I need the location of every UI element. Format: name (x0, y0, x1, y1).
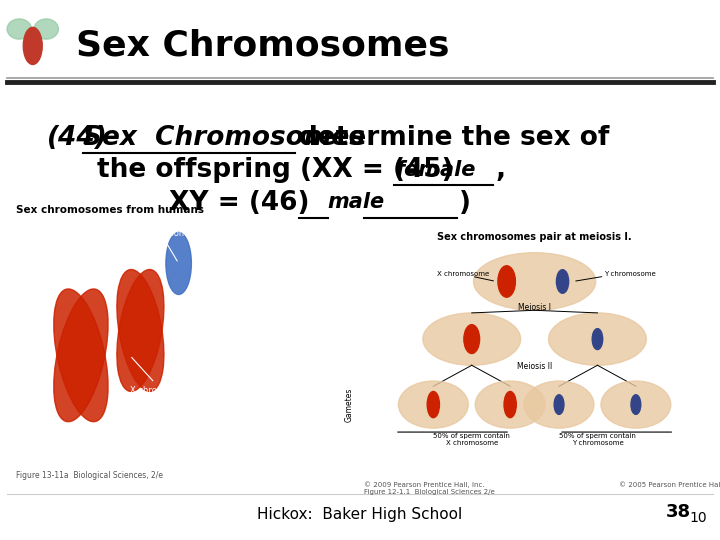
Ellipse shape (423, 313, 521, 365)
Ellipse shape (554, 395, 564, 414)
Text: Sex  Chromosomes: Sex Chromosomes (83, 125, 365, 151)
Text: Y chromosome: Y chromosome (130, 229, 192, 261)
Ellipse shape (427, 392, 439, 417)
Text: Figure 13-11a  Biological Sciences, 2/e: Figure 13-11a Biological Sciences, 2/e (16, 471, 163, 480)
Ellipse shape (475, 381, 545, 428)
Text: Sex chromosomes pair at meiosis I.: Sex chromosomes pair at meiosis I. (437, 232, 632, 242)
Text: Y chromosome: Y chromosome (605, 271, 656, 276)
Ellipse shape (54, 289, 108, 422)
Text: 50% of sperm contain
Y chromosome: 50% of sperm contain Y chromosome (559, 434, 636, 447)
Text: Hickox:  Baker High School: Hickox: Baker High School (257, 507, 463, 522)
Ellipse shape (23, 28, 42, 64)
Ellipse shape (549, 313, 647, 365)
Ellipse shape (7, 19, 32, 39)
Text: Meiosis II: Meiosis II (517, 362, 552, 371)
Ellipse shape (117, 269, 164, 392)
Ellipse shape (524, 381, 594, 428)
Text: determine the sex of: determine the sex of (299, 125, 609, 151)
Text: Meiosis I: Meiosis I (518, 303, 551, 312)
Ellipse shape (166, 232, 192, 294)
Ellipse shape (631, 395, 641, 414)
Text: the offspring (XX = (45): the offspring (XX = (45) (97, 157, 454, 183)
Text: 38: 38 (666, 503, 691, 521)
Text: 50% of sperm contain
X chromosome: 50% of sperm contain X chromosome (433, 434, 510, 447)
Text: Sex chromosomes from humans: Sex chromosomes from humans (16, 205, 204, 215)
Text: Sex Chromosomes: Sex Chromosomes (76, 29, 449, 63)
Ellipse shape (398, 381, 468, 428)
Text: © 2005 Pearson Prentice Hall, Inc.: © 2005 Pearson Prentice Hall, Inc. (619, 482, 720, 488)
Ellipse shape (464, 325, 480, 354)
Ellipse shape (498, 266, 516, 297)
Text: ,: , (495, 157, 505, 183)
Ellipse shape (557, 269, 569, 293)
Ellipse shape (34, 19, 58, 39)
Text: © 2009 Pearson Prentice Hall, Inc.: © 2009 Pearson Prentice Hall, Inc. (364, 482, 485, 488)
Ellipse shape (474, 253, 595, 310)
Ellipse shape (54, 289, 108, 422)
Text: female: female (396, 160, 477, 180)
Text: XY = (46): XY = (46) (169, 190, 310, 215)
Ellipse shape (601, 381, 671, 428)
Text: ): ) (459, 190, 472, 215)
Ellipse shape (117, 269, 164, 392)
Text: male: male (328, 192, 384, 213)
Ellipse shape (504, 392, 516, 417)
Text: Gametes: Gametes (345, 387, 354, 422)
Text: 10: 10 (689, 511, 706, 525)
Text: (44): (44) (47, 125, 107, 151)
Text: X chromosome: X chromosome (130, 357, 193, 395)
Text: Figure 12-1.1  Biological Sciences 2/e: Figure 12-1.1 Biological Sciences 2/e (364, 489, 495, 495)
Ellipse shape (593, 329, 603, 349)
Text: X chromosome: X chromosome (437, 271, 489, 276)
